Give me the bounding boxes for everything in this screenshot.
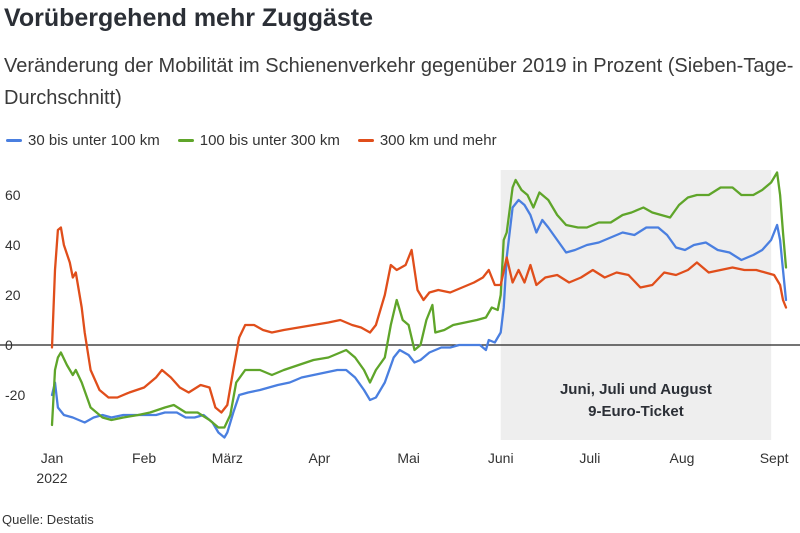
- x-tick-label: März: [212, 450, 243, 466]
- x-tick-label: Aug: [670, 450, 695, 466]
- x-tick-year-label: 2022: [36, 470, 67, 486]
- legend-swatch-medium: [177, 139, 194, 142]
- series-line-0: [50, 198, 788, 439]
- legend-item-medium: 100 bis unter 300 km: [177, 132, 340, 149]
- highlight-region: [500, 170, 772, 440]
- legend-label-long: 300 km und mehr: [379, 132, 497, 149]
- x-tick-label: Mai: [397, 450, 420, 466]
- legend-swatch-long: [357, 139, 374, 142]
- x-tick-label: Feb: [132, 450, 156, 466]
- highlight-label: 9-Euro-Ticket: [588, 403, 684, 420]
- highlight-label: Juni, Juli und August: [560, 381, 712, 398]
- series-line-2: [50, 226, 788, 414]
- x-tick-label: Juni: [488, 450, 514, 466]
- chart-title: Vorübergehend mehr Zuggäste: [4, 4, 374, 32]
- x-tick-label: Jan: [41, 450, 64, 466]
- y-tick-label: 40: [5, 237, 21, 253]
- legend: 30 bis unter 100 km 100 bis unter 300 km…: [6, 132, 497, 149]
- source-note: Quelle: Destatis: [2, 512, 94, 527]
- legend-item-long: 300 km und mehr: [357, 132, 497, 149]
- legend-label-medium: 100 bis unter 300 km: [199, 132, 340, 149]
- x-tick-label: Sept: [760, 450, 789, 466]
- legend-label-short: 30 bis unter 100 km: [28, 132, 160, 149]
- chart-subtitle: Veränderung der Mobilität im Schienenver…: [4, 55, 794, 109]
- x-tick-label: Apr: [309, 450, 331, 466]
- series-line-1: [50, 171, 788, 429]
- y-tick-label: 20: [5, 287, 21, 303]
- legend-item-short: 30 bis unter 100 km: [6, 132, 160, 149]
- y-tick-label: 0: [5, 337, 13, 353]
- legend-swatch-short: [6, 139, 22, 142]
- x-tick-label: Juli: [579, 450, 600, 466]
- y-tick-label: 60: [5, 187, 21, 203]
- y-tick-label: -20: [5, 387, 25, 403]
